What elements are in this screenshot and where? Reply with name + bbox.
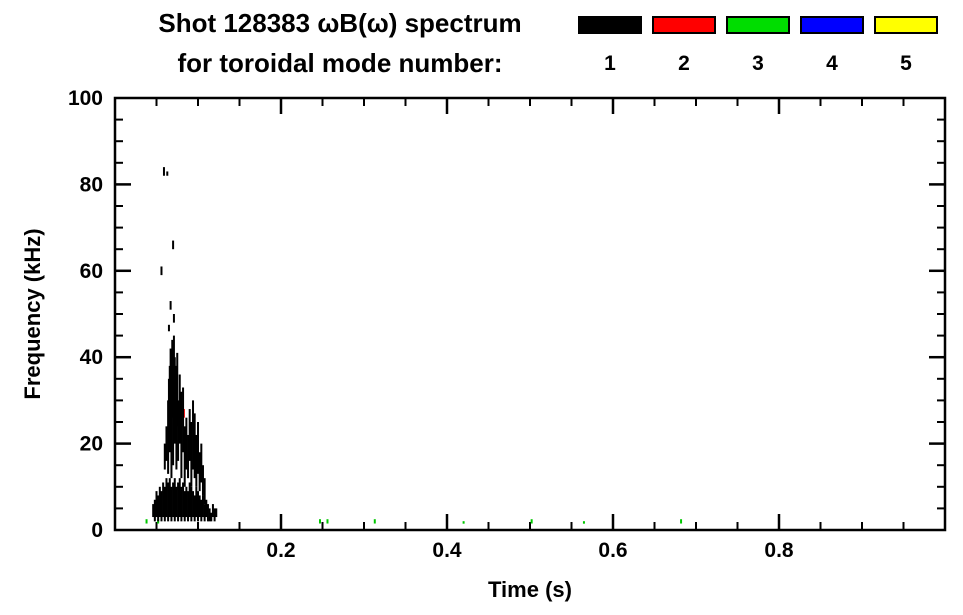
mode-number-legend-swatches bbox=[578, 16, 938, 34]
legend-swatch-mode-4 bbox=[800, 16, 864, 34]
chart-title: Shot 128383 ωB(ω) spectrum bbox=[158, 8, 522, 38]
legend-swatch-mode-2 bbox=[652, 16, 716, 34]
y-tick-label: 40 bbox=[80, 346, 103, 369]
legend-swatch-mode-5 bbox=[874, 16, 938, 34]
x-tick-label: 0.8 bbox=[764, 539, 794, 562]
y-tick-label: 80 bbox=[80, 173, 103, 196]
legend-number-label: 1 bbox=[604, 52, 616, 75]
legend-swatch-mode-1 bbox=[578, 16, 642, 34]
x-axis-label: Time (s) bbox=[488, 577, 572, 602]
legend-number-label: 2 bbox=[678, 52, 690, 75]
y-axis-label: Frequency (kHz) bbox=[20, 228, 45, 400]
y-tick-label: 20 bbox=[80, 433, 103, 456]
plot-area: 0.2 0.4 0.6 0.8 0 20 40 60 80 100 bbox=[68, 87, 947, 562]
legend-number-label: 5 bbox=[900, 52, 912, 75]
x-tick-label: 0.2 bbox=[266, 539, 295, 562]
chart-subtitle: for toroidal mode number: bbox=[177, 48, 503, 78]
legend-swatch-mode-3 bbox=[726, 16, 790, 34]
mode-number-legend-labels: 1 2 3 4 5 bbox=[578, 52, 938, 76]
y-tick-label: 60 bbox=[80, 260, 103, 283]
legend-number-label: 3 bbox=[752, 52, 764, 75]
y-tick-label: 0 bbox=[91, 519, 103, 542]
legend-number-label: 4 bbox=[826, 52, 838, 75]
x-tick-label: 0.4 bbox=[432, 539, 462, 562]
y-tick-label: 100 bbox=[68, 87, 103, 110]
x-tick-label: 0.6 bbox=[598, 539, 627, 562]
axes-frame bbox=[113, 96, 947, 532]
